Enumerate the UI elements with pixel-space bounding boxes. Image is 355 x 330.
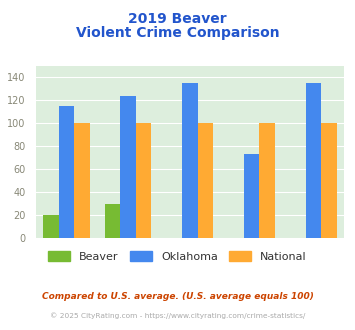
Bar [306,83,321,238]
Legend: Beaver, Oklahoma, National: Beaver, Oklahoma, National [44,247,311,267]
Bar [74,123,89,238]
Bar [43,215,59,238]
Bar [321,123,337,238]
Bar [198,123,213,238]
Bar [244,154,260,238]
Text: 2019 Beaver: 2019 Beaver [128,12,227,25]
Bar [120,96,136,238]
Bar [182,83,198,238]
Text: Violent Crime Comparison: Violent Crime Comparison [76,26,279,40]
Bar [59,106,74,238]
Bar [105,204,120,238]
Bar [260,123,275,238]
Text: © 2025 CityRating.com - https://www.cityrating.com/crime-statistics/: © 2025 CityRating.com - https://www.city… [50,312,305,318]
Bar [136,123,151,238]
Text: Compared to U.S. average. (U.S. average equals 100): Compared to U.S. average. (U.S. average … [42,292,313,301]
